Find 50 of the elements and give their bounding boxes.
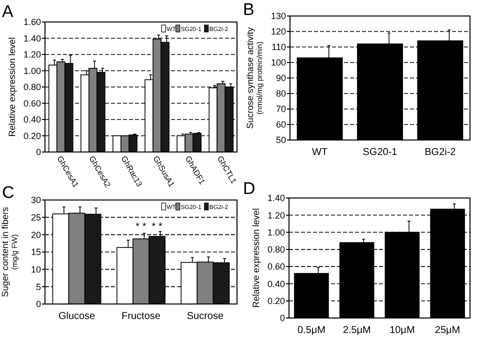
x-tick-label: BG2i-2 [424,147,456,158]
y-tick-label: 1.00 [23,66,41,76]
chart-title: A [2,2,14,21]
annotation: * * * * [136,221,162,232]
chart-title: D [243,179,256,198]
y-tick-label: 15 [30,247,41,258]
chart-title: C [2,183,14,202]
y-tick-label: 0.80 [23,82,41,92]
y-tick-label: 1.60 [23,17,41,28]
y-tick-label: 0.60 [267,262,285,272]
y-tick-label: 25 [30,212,41,222]
y-tick-label: 0 [36,147,41,158]
y-tick-label: 80 [276,88,286,99]
chart-title: B [243,0,254,19]
y-tick-label: 0.60 [23,98,41,108]
y-tick-label: 0 [36,299,41,310]
y-tick-label: 0.40 [23,114,41,125]
y-axis-title: Relative expression level [251,208,261,308]
y-tick-label: 0.20 [23,130,41,141]
y-tick-label: 30 [30,195,41,206]
y-tick-label: 70 [276,104,286,114]
x-tick-label: 2.5μM [342,325,371,336]
x-tick-label: Sucrose [186,311,224,322]
x-tick-label: Glucose [58,311,96,322]
y-tick-label: 0.40 [267,278,285,289]
y-tick-label: 120 [270,26,286,37]
y-tick-label: 130 [270,11,286,22]
y-tick-label: 0 [280,313,285,324]
y-tick-label: 0.80 [267,244,285,255]
x-tick-label: 25μM [434,325,460,336]
y-tick-label: 10 [30,264,41,274]
x-tick-label: WT [312,147,328,158]
y-tick-label: 90 [276,73,286,84]
y-tick-label: 110 [272,42,286,52]
y-tick-label: 0.20 [267,296,285,306]
y-axis-title: Relative expression level [7,37,17,137]
y-tick-label: 1.20 [267,210,285,220]
y-tick-label: 100 [270,58,286,68]
x-tick-label: SG20-1 [362,147,398,158]
y-tick-label: 5 [36,282,41,292]
x-tick-label: Fructose [122,311,161,322]
y-tick-label: 1.20 [23,50,41,60]
y-tick-label: 1.40 [267,193,285,204]
y-tick-label: 50 [276,135,286,146]
x-tick-label: 10μM [390,325,415,336]
y-tick-label: 60 [276,120,286,130]
y-tick-label: 1.40 [23,33,41,44]
y-tick-label: 20 [30,230,41,240]
y-tick-label: 1.00 [267,227,285,238]
x-tick-label: 0.5μM [297,325,326,336]
